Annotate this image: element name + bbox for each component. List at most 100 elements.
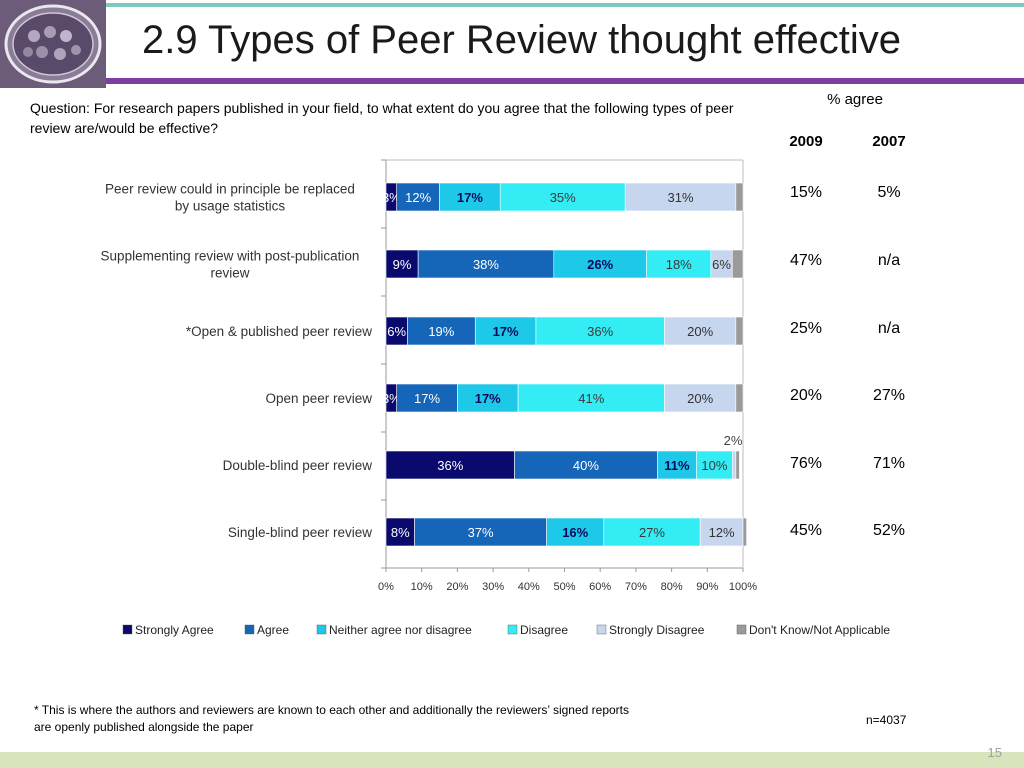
category-label: Supplementing review with post-publicati… [101, 249, 360, 264]
category-label: Peer review could in principle be replac… [105, 182, 355, 197]
bar-segment [553, 249, 647, 279]
data-label: 38% [473, 257, 499, 272]
legend-swatch [507, 624, 518, 635]
bar-segment [735, 450, 740, 480]
bar-segment [546, 517, 605, 547]
bar-segment [417, 249, 555, 279]
bar-segment [735, 316, 744, 346]
legend-label: Strongly Agree [135, 623, 214, 637]
title-underline [106, 78, 1024, 84]
agree-2009-row-3: 25% [789, 320, 823, 337]
bar-segment [742, 517, 747, 547]
bar-segment [735, 182, 744, 212]
legend-swatch [736, 624, 747, 635]
data-label: 17% [414, 391, 440, 406]
bar-segment [646, 249, 712, 279]
legend-label: Strongly Disagree [609, 623, 705, 637]
agree-2009-row-1: 15% [789, 184, 823, 201]
x-tick-label: 0% [378, 581, 394, 593]
agree-2009-row-4: 20% [789, 387, 823, 404]
bar-segment [603, 517, 701, 547]
bar-segment [499, 182, 626, 212]
legend-label: Agree [257, 623, 289, 637]
footer-band [0, 752, 1024, 768]
data-label: 17% [457, 190, 483, 205]
legend-label: Disagree [520, 623, 568, 637]
x-tick-label: 80% [661, 581, 683, 593]
data-label: 9% [393, 257, 412, 272]
legend-label: Neither agree nor disagree [329, 623, 472, 637]
category-label: *Open & published peer review [186, 324, 372, 339]
year-2009-header: 2009 [789, 133, 823, 150]
bar-segment [664, 316, 737, 346]
data-label: 6% [712, 257, 731, 272]
x-tick-label: 70% [625, 581, 647, 593]
agree-header: % agree [827, 91, 883, 108]
data-label: 18% [666, 257, 692, 272]
data-label: 27% [639, 525, 665, 540]
data-label: 20% [687, 391, 713, 406]
x-tick-label: 90% [696, 581, 718, 593]
x-tick-label: 30% [482, 581, 504, 593]
legend-swatch [244, 624, 255, 635]
outside-data-label: 2% [724, 433, 743, 448]
legend-swatch [596, 624, 607, 635]
data-label: 17% [493, 324, 519, 339]
data-label: 36% [587, 324, 613, 339]
legend-label: Don't Know/Not Applicable [749, 623, 890, 637]
data-label: 26% [587, 257, 613, 272]
category-label: review [210, 266, 249, 281]
question-text: Question: For research papers published … [30, 100, 734, 136]
bar-segment [731, 450, 737, 480]
x-tick-label: 50% [553, 581, 575, 593]
data-label: 3% [382, 190, 401, 205]
bar-segment [696, 450, 733, 480]
bar-segment [385, 450, 515, 480]
data-label: 6% [387, 324, 406, 339]
bar-segment [517, 383, 665, 413]
bar-segment [439, 182, 501, 212]
top-accent-rule [106, 3, 1024, 7]
data-label: 8% [391, 525, 410, 540]
page-number: 15 [987, 745, 1002, 760]
data-label: 41% [578, 391, 604, 406]
data-label: 31% [668, 190, 694, 205]
bar-segment [699, 517, 744, 547]
legend-swatch [122, 624, 133, 635]
bar-segment [385, 517, 415, 547]
footnote: * This is where the authors and reviewer… [34, 703, 629, 734]
bar-segment [624, 182, 737, 212]
agree-2007-row-6: 52% [872, 522, 906, 539]
data-label: 20% [687, 324, 713, 339]
year-2007-header: 2007 [872, 133, 906, 150]
bar-segment [396, 182, 440, 212]
x-tick-label: 20% [446, 581, 468, 593]
data-label: 11% [664, 458, 690, 473]
agree-2007-row-2: n/a [877, 252, 901, 269]
x-tick-label: 60% [589, 581, 611, 593]
agree-2007-row-3: n/a [877, 320, 901, 337]
x-tick-label: 40% [518, 581, 540, 593]
sample-size: n=4037 [866, 713, 907, 727]
data-label: 10% [701, 458, 727, 473]
agree-2007-row-4: 27% [872, 387, 906, 404]
category-label: by usage statistics [175, 199, 286, 214]
agree-2007-row-1: 5% [877, 184, 901, 201]
data-label: 19% [428, 324, 454, 339]
bar-segment [385, 249, 419, 279]
slide-title: 2.9 Types of Peer Review thought effecti… [142, 18, 901, 62]
bar-segment [457, 383, 519, 413]
logo [0, 0, 106, 88]
agree-2009-row-6: 45% [789, 522, 823, 539]
bar-segment [535, 316, 665, 346]
bar-segment [474, 316, 537, 346]
bar-segment [396, 383, 458, 413]
agree-2009-row-5: 76% [789, 455, 823, 472]
data-label: 3% [382, 391, 401, 406]
bar-segment [735, 383, 744, 413]
legend-swatch [316, 624, 327, 635]
category-label: Double-blind peer review [223, 458, 373, 473]
data-label: 35% [550, 190, 576, 205]
data-label: 12% [709, 525, 735, 540]
data-label: 40% [573, 458, 599, 473]
